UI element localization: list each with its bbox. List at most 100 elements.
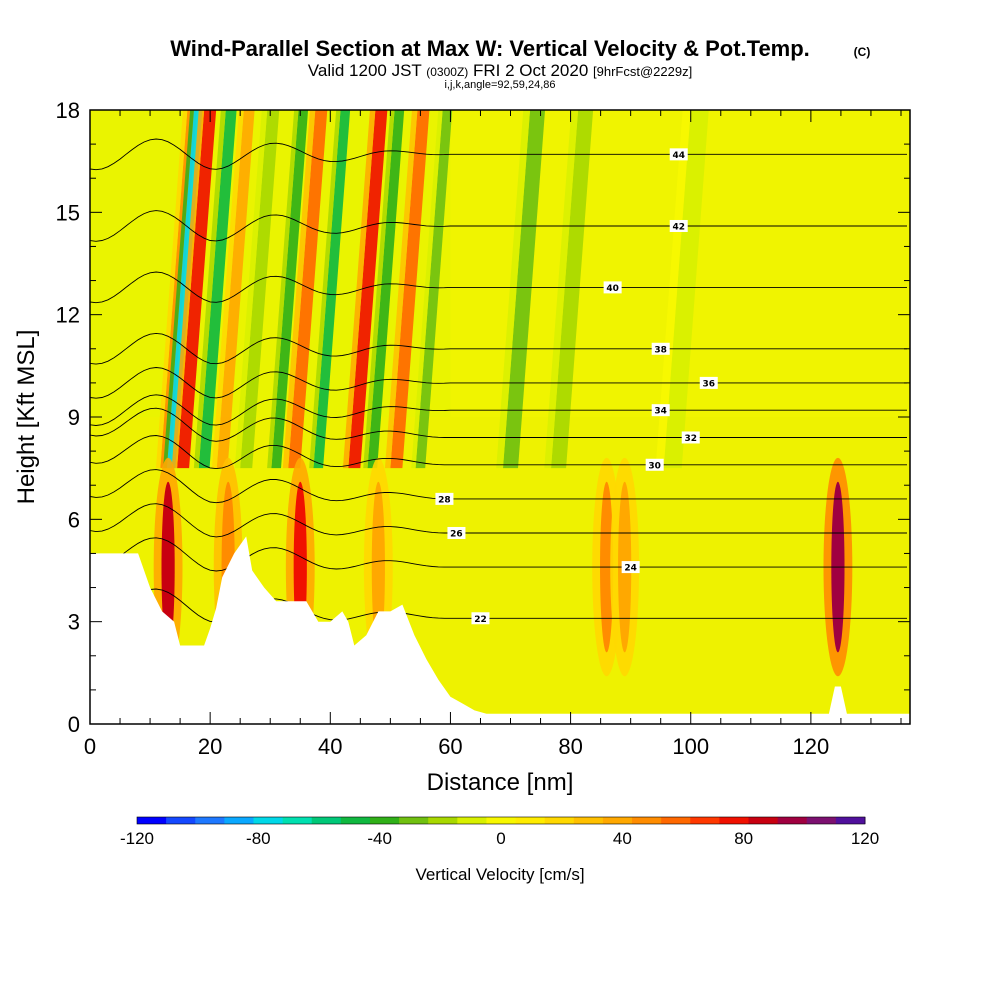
velocity-band — [663, 110, 709, 469]
theta-contour-label-bg — [603, 281, 622, 294]
theta-contour-label-bg — [681, 431, 700, 444]
y-tick-label: 3 — [68, 610, 80, 635]
plot-area: 22 24 26 28 30 32 34 36 38 40 42 44 — [90, 110, 910, 724]
x-tick-label: 0 — [84, 734, 96, 759]
y-axis-label: Height [Kft MSL] — [13, 330, 40, 505]
theta-contour-line — [90, 407, 907, 442]
x-tick-label: 60 — [438, 734, 462, 759]
colorbar-segment — [486, 817, 517, 824]
theta-contour-label: 38 — [654, 345, 667, 355]
velocity-band — [367, 110, 405, 469]
velocity-band-edge — [384, 110, 418, 469]
subtitle-main: Valid 1200 JST — [308, 61, 422, 80]
chart-title: Wind-Parallel Section at Max W: Vertical… — [170, 36, 810, 61]
colorbar-tick-label: 80 — [734, 829, 753, 848]
theta-contour-line — [90, 435, 907, 470]
x-axis: 0 20 40 60 80 100 120 — [84, 110, 902, 759]
y-tick-label: 15 — [56, 200, 80, 225]
velocity-band-edge — [267, 110, 299, 469]
theta-contour-label: 28 — [438, 495, 451, 505]
colorbar-segment — [806, 817, 837, 824]
theta-contour-label-bg — [651, 404, 670, 417]
y-tick-label: 9 — [68, 405, 80, 430]
velocity-band — [240, 110, 280, 469]
y-tick-label: 18 — [56, 98, 80, 123]
colorbar-segment — [777, 817, 808, 824]
theta-contour-label: 30 — [648, 461, 661, 471]
velocity-band — [551, 110, 594, 469]
colorbar-segment — [835, 817, 866, 824]
theta-contour-line — [90, 537, 907, 572]
x-axis-label: Distance [nm] — [427, 769, 574, 796]
velocity-band-edge — [193, 110, 226, 469]
velocity-band-edge — [309, 110, 341, 469]
theta-contours — [90, 138, 907, 623]
theta-contour-line — [90, 367, 907, 399]
colorbar-tick-label: -80 — [246, 829, 271, 848]
velocity-band — [390, 110, 430, 469]
colorbar-frame — [136, 816, 866, 825]
colorbar-segment — [137, 817, 167, 824]
colorbar-tick-label: 40 — [613, 829, 632, 848]
velocity-band-edge — [496, 110, 531, 469]
theta-contour-label-bg — [435, 492, 454, 505]
colorbar-segment — [428, 817, 458, 824]
x-tick-label: 100 — [672, 734, 709, 759]
theta-contour-line — [90, 469, 907, 504]
theta-contour-label-bg — [669, 148, 688, 161]
theta-contour-line — [90, 503, 907, 538]
velocity-band-edge — [411, 110, 443, 469]
colorbar-tick-label: 0 — [496, 829, 505, 848]
velocity-band-edge — [234, 110, 268, 469]
theta-contour-label: 34 — [654, 407, 667, 417]
velocity-band — [503, 110, 546, 469]
velocity-band — [415, 110, 453, 469]
x-tick-label: 80 — [558, 734, 582, 759]
colorbar-segment — [602, 817, 633, 824]
velocity-band-edge — [363, 110, 395, 469]
theta-contour-label: 36 — [702, 379, 715, 389]
velocity-band — [313, 110, 351, 469]
theta-contour-label: 22 — [474, 615, 487, 625]
velocity-band-edge — [282, 110, 316, 469]
velocity-band — [216, 110, 255, 469]
subtitle-valid: Valid 1200 JST (0300Z) FRI 2 Oct 2020 [9… — [308, 61, 692, 80]
theta-contour-label-bg — [471, 612, 490, 625]
theta-contour-label: 42 — [672, 222, 685, 232]
low-level-cell — [161, 481, 175, 653]
theta-contour-label: 26 — [450, 529, 463, 539]
theta-contour-label: 24 — [624, 564, 637, 574]
colorbar-segment — [573, 817, 604, 824]
theta-contour-label-bg — [447, 526, 466, 539]
colorbar-segment — [544, 817, 575, 824]
theta-contour-label-bg — [645, 458, 664, 471]
velocity-band-edge — [155, 110, 188, 469]
subtitle-date: FRI 2 Oct 2020 — [473, 61, 588, 80]
y-tick-label: 6 — [68, 507, 80, 532]
colorbar-label: Vertical Velocity [cm/s] — [415, 865, 584, 884]
velocity-band — [271, 110, 309, 469]
low-level-cell — [371, 481, 385, 653]
colorbar-segment — [224, 817, 254, 824]
colorbar: -120 -80 -40 0 40 80 120 — [120, 816, 879, 848]
colorbar-segment — [166, 817, 196, 824]
subtitle-fcst: [9hrFcst@2229z] — [593, 64, 692, 79]
subtitle-ijk: i,j,k,angle=92,59,24,86 — [444, 79, 555, 91]
theta-contour-line — [90, 332, 907, 365]
colorbar-tick-label: 120 — [851, 829, 879, 848]
colorbar-segment — [457, 817, 487, 824]
velocity-band-edge — [655, 110, 691, 469]
x-tick-label: 40 — [318, 734, 342, 759]
colorbar-segment — [195, 817, 225, 824]
theta-contour-label-bg — [621, 561, 640, 574]
colorbar-segment — [253, 817, 284, 824]
velocity-band — [177, 110, 217, 469]
chart-title-mark: (C) — [854, 45, 871, 59]
theta-contour-label-bg — [669, 219, 688, 232]
theta-contour-label-bg — [651, 342, 670, 355]
colorbar-segment — [369, 817, 400, 824]
theta-contour-label: 40 — [606, 284, 619, 294]
colorbar-segment — [690, 817, 720, 824]
